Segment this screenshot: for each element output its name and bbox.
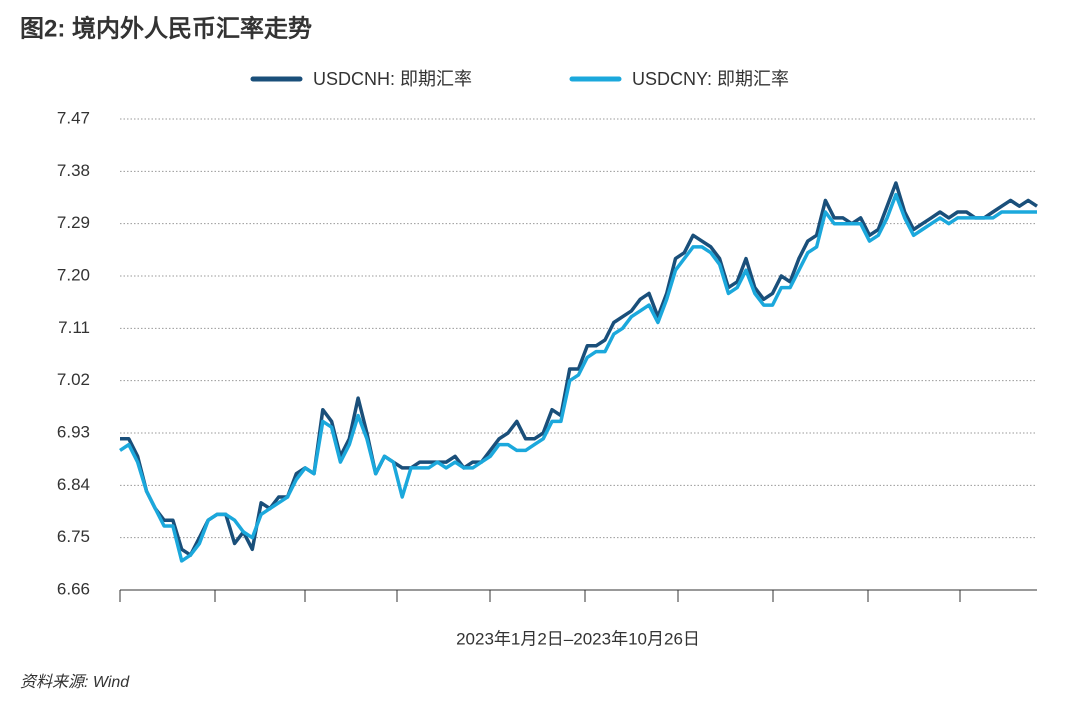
legend-label: USDCNY: 即期汇率 [632, 69, 789, 89]
line-series [119, 192, 1037, 563]
y-tick-label: 7.47 [57, 108, 90, 127]
y-tick-label: 7.29 [57, 213, 90, 232]
y-tick-label: 6.75 [57, 527, 90, 546]
y-tick-label: 7.11 [58, 318, 90, 337]
y-tick-label: 7.20 [57, 265, 90, 284]
y-tick-label: 7.38 [57, 161, 90, 180]
y-tick-label: 7.02 [57, 370, 90, 389]
y-tick-label: 6.66 [57, 579, 90, 598]
y-tick-label: 6.84 [57, 475, 90, 494]
chart-title: 图2: 境内外人民币汇率走势 [20, 14, 312, 42]
x-axis-label: 2023年1月2日–2023年10月26日 [456, 629, 700, 648]
source: 资料来源: Wind [20, 673, 130, 691]
legend-label: USDCNH: 即期汇率 [313, 69, 472, 89]
line-series [120, 181, 1038, 557]
y-tick-label: 6.93 [57, 422, 90, 441]
x-ticks [119, 590, 961, 602]
